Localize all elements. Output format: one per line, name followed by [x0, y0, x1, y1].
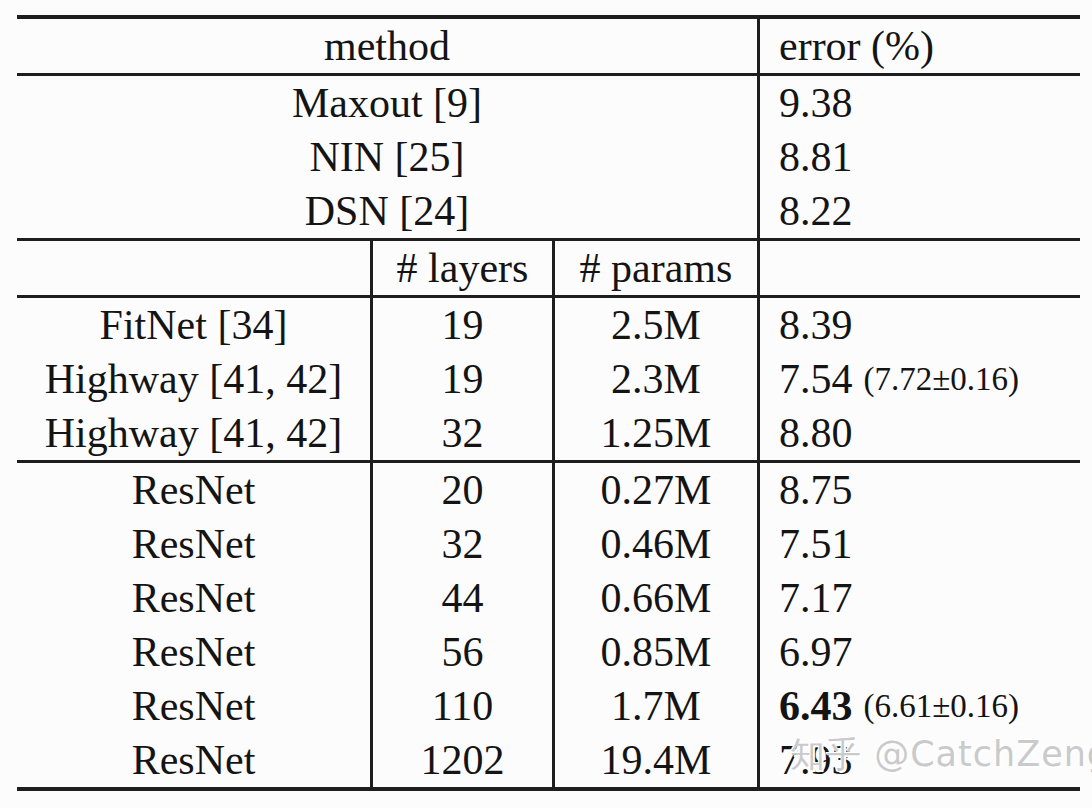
method-cell: ResNet — [17, 679, 370, 733]
table-section-top-header: method error (%) — [17, 19, 1080, 76]
error-value: 6.97 — [779, 631, 853, 673]
error-value: 8.39 — [779, 304, 853, 346]
method-cell: Highway [41, 42] — [17, 352, 370, 406]
layers-cell: 32 — [370, 517, 552, 571]
layers-cell: 44 — [370, 571, 552, 625]
table-row: ResNet 110 1.7M 6.43 (6.61±0.16) — [17, 679, 1080, 733]
params-cell: 0.27M — [552, 463, 757, 517]
table-header-row: # layers # params — [17, 241, 1080, 295]
error-value: 7.17 — [779, 577, 853, 619]
zhihu-watermark: 知乎 @CatchZeng — [790, 737, 1092, 772]
table-section-comparisons: FitNet [34] 19 2.5M 8.39 Highway [41, 42… — [17, 298, 1080, 463]
params-cell: 1.7M — [552, 679, 757, 733]
results-table: method error (%) Maxout [9] 9.38 NIN [25… — [17, 15, 1080, 791]
error-note: (6.61±0.16) — [864, 690, 1020, 723]
method-cell: Highway [41, 42] — [17, 406, 370, 460]
table-section-baselines: Maxout [9] 9.38 NIN [25] 8.81 DSN [24] 8… — [17, 76, 1080, 241]
params-cell: 0.66M — [552, 571, 757, 625]
table-row: FitNet [34] 19 2.5M 8.39 — [17, 298, 1080, 352]
table-row: Highway [41, 42] 32 1.25M 8.80 — [17, 406, 1080, 460]
blank-header-cell — [17, 241, 370, 295]
table-row: ResNet 32 0.46M 7.51 — [17, 517, 1080, 571]
table-header-row: method error (%) — [17, 19, 1080, 73]
column-header-params: # params — [552, 241, 757, 295]
column-header-error: error (%) — [757, 19, 1080, 73]
params-cell: 1.25M — [552, 406, 757, 460]
error-value: 8.75 — [779, 469, 853, 511]
error-cell: 7.51 — [757, 517, 1080, 571]
layers-cell: 110 — [370, 679, 552, 733]
column-header-layers: # layers — [370, 241, 552, 295]
params-cell: 19.4M — [552, 733, 757, 787]
error-value: 7.51 — [779, 523, 853, 565]
error-cell: 7.54 (7.72±0.16) — [757, 352, 1080, 406]
params-cell: 2.3M — [552, 352, 757, 406]
table-row: NIN [25] 8.81 — [17, 130, 1080, 184]
method-cell: FitNet [34] — [17, 298, 370, 352]
method-cell: DSN [24] — [17, 184, 757, 238]
table-row: DSN [24] 8.22 — [17, 184, 1080, 238]
method-cell: NIN [25] — [17, 130, 757, 184]
layers-cell: 1202 — [370, 733, 552, 787]
layers-cell: 20 — [370, 463, 552, 517]
paper-table-figure: method error (%) Maxout [9] 9.38 NIN [25… — [0, 0, 1092, 808]
layers-cell: 19 — [370, 352, 552, 406]
error-cell: 6.97 — [757, 625, 1080, 679]
method-cell: Maxout [9] — [17, 76, 757, 130]
method-cell: ResNet — [17, 517, 370, 571]
table-row: ResNet 20 0.27M 8.75 — [17, 463, 1080, 517]
layers-cell: 32 — [370, 406, 552, 460]
method-cell: ResNet — [17, 625, 370, 679]
method-cell: ResNet — [17, 463, 370, 517]
layers-cell: 56 — [370, 625, 552, 679]
error-cell: 8.80 — [757, 406, 1080, 460]
params-cell: 2.5M — [552, 298, 757, 352]
error-cell: 7.17 — [757, 571, 1080, 625]
error-cell: 8.81 — [757, 130, 1080, 184]
error-cell: 8.22 — [757, 184, 1080, 238]
layers-cell: 19 — [370, 298, 552, 352]
error-cell: 8.39 — [757, 298, 1080, 352]
params-cell: 0.46M — [552, 517, 757, 571]
table-section-mid-header: # layers # params — [17, 241, 1080, 298]
method-cell: ResNet — [17, 571, 370, 625]
error-cell: 6.43 (6.61±0.16) — [757, 679, 1080, 733]
error-cell: 8.75 — [757, 463, 1080, 517]
table-row: ResNet 44 0.66M 7.17 — [17, 571, 1080, 625]
error-note: (7.72±0.16) — [864, 363, 1020, 396]
error-value: 8.80 — [779, 412, 853, 454]
params-cell: 0.85M — [552, 625, 757, 679]
table-row: ResNet 56 0.85M 6.97 — [17, 625, 1080, 679]
table-row: Highway [41, 42] 19 2.3M 7.54 (7.72±0.16… — [17, 352, 1080, 406]
error-value-best: 6.43 — [779, 685, 853, 727]
table-row: Maxout [9] 9.38 — [17, 76, 1080, 130]
blank-header-cell — [757, 241, 1080, 295]
column-header-method: method — [17, 19, 757, 73]
error-cell: 9.38 — [757, 76, 1080, 130]
error-value: 7.54 — [779, 358, 853, 400]
method-cell: ResNet — [17, 733, 370, 787]
